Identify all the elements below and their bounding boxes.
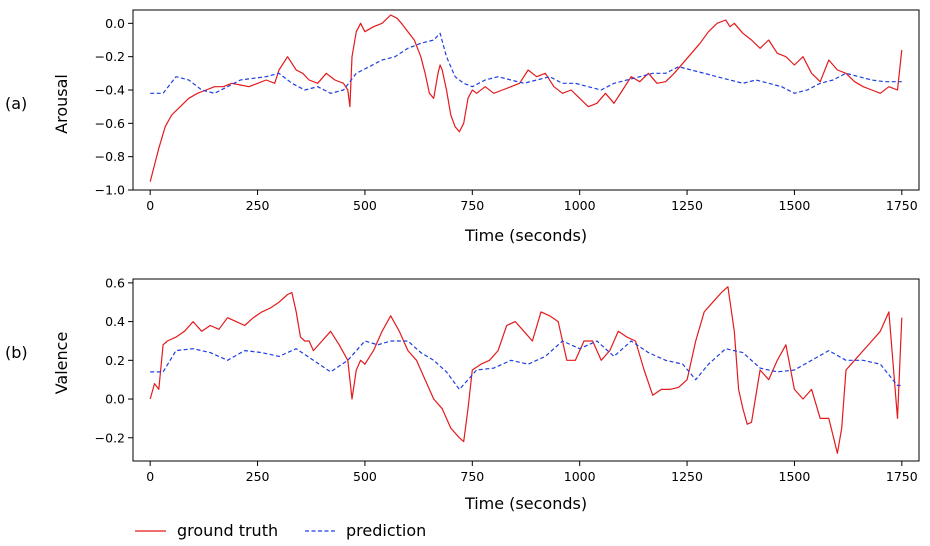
x-tick-label-valence: 1500 — [779, 469, 811, 484]
legend-ground-truth-label: ground truth — [177, 521, 278, 540]
y-tick-label-arousal: −0.4 — [95, 83, 125, 98]
y-tick-label-valence: −0.2 — [95, 430, 125, 445]
x-tick-label-valence: 1000 — [564, 469, 596, 484]
x-tick-label-arousal: 1500 — [779, 198, 811, 213]
x-axis-label-arousal: Time (seconds) — [464, 226, 587, 245]
legend-prediction-label: prediction — [346, 521, 426, 540]
x-tick-label-arousal: 750 — [460, 198, 484, 213]
x-tick-label-arousal: 1000 — [564, 198, 596, 213]
plot-frame-valence — [132, 278, 920, 462]
panel-label-a: (a) — [5, 94, 27, 113]
x-tick-label-arousal: 0 — [146, 198, 154, 213]
y-tick-label-arousal: −0.8 — [95, 149, 125, 164]
legend: ground truth prediction — [135, 521, 426, 540]
series-line-ground-truth-arousal — [149, 14, 903, 182]
x-tick-label-arousal: 1750 — [886, 198, 918, 213]
series-line-prediction-valence — [150, 340, 902, 390]
x-tick-label-valence: 750 — [460, 469, 484, 484]
y-tick-label-arousal: −0.2 — [95, 49, 125, 64]
y-tick-label-arousal: 0.0 — [105, 16, 125, 31]
x-axis-label-valence: Time (seconds) — [464, 494, 587, 513]
y-tick-label-valence: 0.4 — [105, 314, 125, 329]
y-tick-label-valence: 0.0 — [105, 392, 125, 407]
x-tick-label-valence: 1750 — [886, 469, 918, 484]
x-tick-label-valence: 0 — [146, 469, 154, 484]
x-tick-label-valence: 500 — [353, 469, 377, 484]
y-tick-label-arousal: −1.0 — [95, 183, 125, 198]
y-tick-label-valence: 0.6 — [105, 275, 125, 290]
x-tick-label-valence: 1250 — [671, 469, 703, 484]
x-tick-label-valence: 250 — [246, 469, 270, 484]
panel-label-b: (b) — [5, 343, 28, 362]
y-tick-label-arousal: −0.6 — [95, 116, 125, 131]
x-tick-label-arousal: 250 — [246, 198, 270, 213]
x-tick-label-arousal: 500 — [353, 198, 377, 213]
panel-valence: 0 250 500 750 1000 1250 1500 1750 0.6 0.4 0.2 0.0 −… — [5, 275, 920, 513]
y-axis-label-arousal: Arousal — [52, 74, 71, 134]
y-axis-label-valence: Valence — [52, 332, 71, 395]
series-line-prediction-arousal — [150, 32, 902, 94]
panel-arousal: 0 250 500 750 1000 1250 1500 1750 0.0 −0.2 −0.4 −0… — [5, 9, 920, 245]
plot-frame-arousal — [132, 9, 920, 191]
series-line-ground-truth-valence — [149, 286, 903, 454]
x-tick-label-arousal: 1250 — [671, 198, 703, 213]
y-tick-label-valence: 0.2 — [105, 353, 125, 368]
